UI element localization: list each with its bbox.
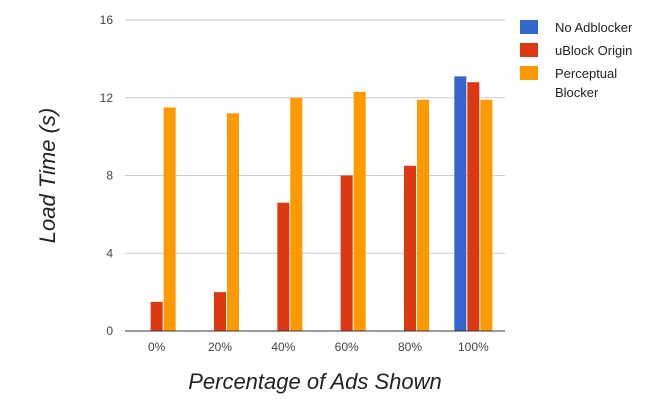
x-axis-title: Percentage of Ads Shown (188, 369, 442, 394)
y-tick-label: 0 (106, 324, 113, 338)
bar-perceptual-blocker-1 (227, 113, 239, 331)
bar-ublock-origin-4 (404, 165, 416, 331)
bar-ublock-origin-2 (277, 202, 290, 331)
legend-label: Perceptual (555, 66, 617, 81)
bar-perceptual-blocker-3 (353, 91, 366, 331)
legend-swatch (520, 43, 538, 57)
y-tick-label: 4 (106, 246, 113, 260)
y-tick-label: 12 (100, 91, 114, 105)
legend-label: Blocker (555, 85, 599, 100)
bar-no-adblocker-5 (454, 76, 467, 332)
bar-perceptual-blocker-2 (290, 97, 303, 331)
legend-label: uBlock Origin (555, 43, 632, 58)
x-tick-label: 100% (458, 340, 489, 354)
y-tick-label: 16 (100, 13, 114, 27)
y-axis-ticks: 0 4 8 12 16 (100, 13, 114, 338)
x-tick-label: 40% (271, 340, 295, 354)
legend: No Adblocker uBlock Origin Perceptual Block… (520, 20, 633, 100)
bar-perceptual-blocker-5 (480, 99, 493, 331)
x-tick-label: 80% (398, 340, 422, 354)
x-tick-label: 60% (335, 340, 359, 354)
bar-ublock-origin-3 (340, 175, 353, 331)
bars (150, 76, 493, 332)
bar-perceptual-blocker-0 (163, 107, 176, 331)
bar-ublock-origin-5 (467, 82, 480, 331)
bar-perceptual-blocker-4 (417, 99, 429, 331)
legend-swatch (520, 66, 538, 80)
x-tick-label: 0% (148, 340, 166, 354)
y-axis-title: Load Time (s) (35, 108, 60, 244)
gridlines (125, 19, 505, 254)
legend-label: No Adblocker (555, 20, 633, 35)
x-axis-ticks: 0% 20% 40% 60% 80% 100% (148, 340, 489, 354)
x-tick-label: 20% (208, 340, 232, 354)
legend-swatch (520, 20, 538, 34)
y-tick-label: 8 (106, 169, 113, 183)
bar-ublock-origin-1 (214, 292, 226, 331)
bar-ublock-origin-0 (150, 301, 163, 331)
